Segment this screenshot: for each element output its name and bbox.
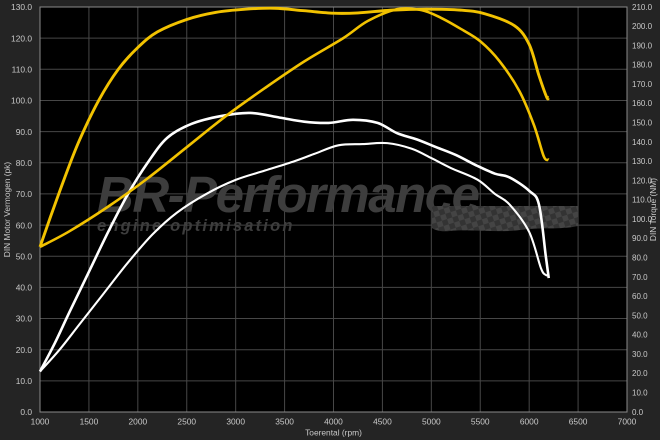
svg-text:200.0: 200.0 — [632, 22, 653, 31]
svg-text:70.0: 70.0 — [632, 273, 648, 282]
svg-text:50.0: 50.0 — [16, 251, 33, 261]
svg-text:5500: 5500 — [471, 417, 490, 427]
svg-text:6000: 6000 — [520, 417, 539, 427]
svg-text:0.0: 0.0 — [632, 408, 644, 417]
svg-text:130.0: 130.0 — [11, 2, 32, 12]
svg-text:80.0: 80.0 — [632, 254, 648, 263]
svg-text:DIN Motor Vermogen (pk): DIN Motor Vermogen (pk) — [2, 162, 12, 258]
svg-text:30.0: 30.0 — [16, 314, 33, 324]
svg-text:20.0: 20.0 — [632, 369, 648, 378]
svg-text:40.0: 40.0 — [632, 331, 648, 340]
svg-text:0.0: 0.0 — [20, 407, 32, 417]
svg-text:3500: 3500 — [275, 417, 294, 427]
svg-text:1500: 1500 — [80, 417, 99, 427]
svg-text:6500: 6500 — [569, 417, 588, 427]
svg-text:4500: 4500 — [373, 417, 392, 427]
svg-text:3000: 3000 — [226, 417, 245, 427]
svg-text:120.0: 120.0 — [11, 33, 32, 43]
svg-text:2500: 2500 — [177, 417, 196, 427]
svg-text:60.0: 60.0 — [16, 220, 33, 230]
svg-text:110.0: 110.0 — [12, 65, 33, 75]
svg-text:DIN Torque (NM): DIN Torque (NM) — [648, 178, 658, 241]
svg-text:100.0: 100.0 — [11, 96, 32, 106]
svg-text:1000: 1000 — [31, 417, 50, 427]
svg-text:90.0: 90.0 — [632, 234, 648, 243]
svg-text:160.0: 160.0 — [632, 99, 653, 108]
svg-text:5000: 5000 — [422, 417, 441, 427]
svg-text:70.0: 70.0 — [16, 189, 33, 199]
svg-text:20.0: 20.0 — [16, 345, 33, 355]
svg-text:10.0: 10.0 — [632, 389, 648, 398]
svg-text:10.0: 10.0 — [16, 376, 33, 386]
svg-text:60.0: 60.0 — [632, 292, 648, 301]
svg-text:2000: 2000 — [129, 417, 148, 427]
svg-text:150.0: 150.0 — [632, 119, 653, 128]
svg-text:90.0: 90.0 — [16, 127, 33, 137]
svg-text:40.0: 40.0 — [16, 283, 33, 293]
svg-text:30.0: 30.0 — [632, 350, 648, 359]
svg-text:180.0: 180.0 — [632, 61, 653, 70]
svg-text:engine optimisation: engine optimisation — [97, 217, 295, 235]
svg-text:7000: 7000 — [618, 417, 637, 427]
svg-text:4000: 4000 — [324, 417, 343, 427]
svg-text:130.0: 130.0 — [632, 157, 653, 166]
svg-text:140.0: 140.0 — [632, 138, 653, 147]
svg-text:170.0: 170.0 — [632, 80, 653, 89]
svg-text:190.0: 190.0 — [632, 41, 653, 50]
svg-text:80.0: 80.0 — [16, 158, 33, 168]
svg-text:Toerental (rpm): Toerental (rpm) — [305, 428, 362, 438]
svg-text:210.0: 210.0 — [632, 3, 653, 12]
svg-text:50.0: 50.0 — [632, 311, 648, 320]
